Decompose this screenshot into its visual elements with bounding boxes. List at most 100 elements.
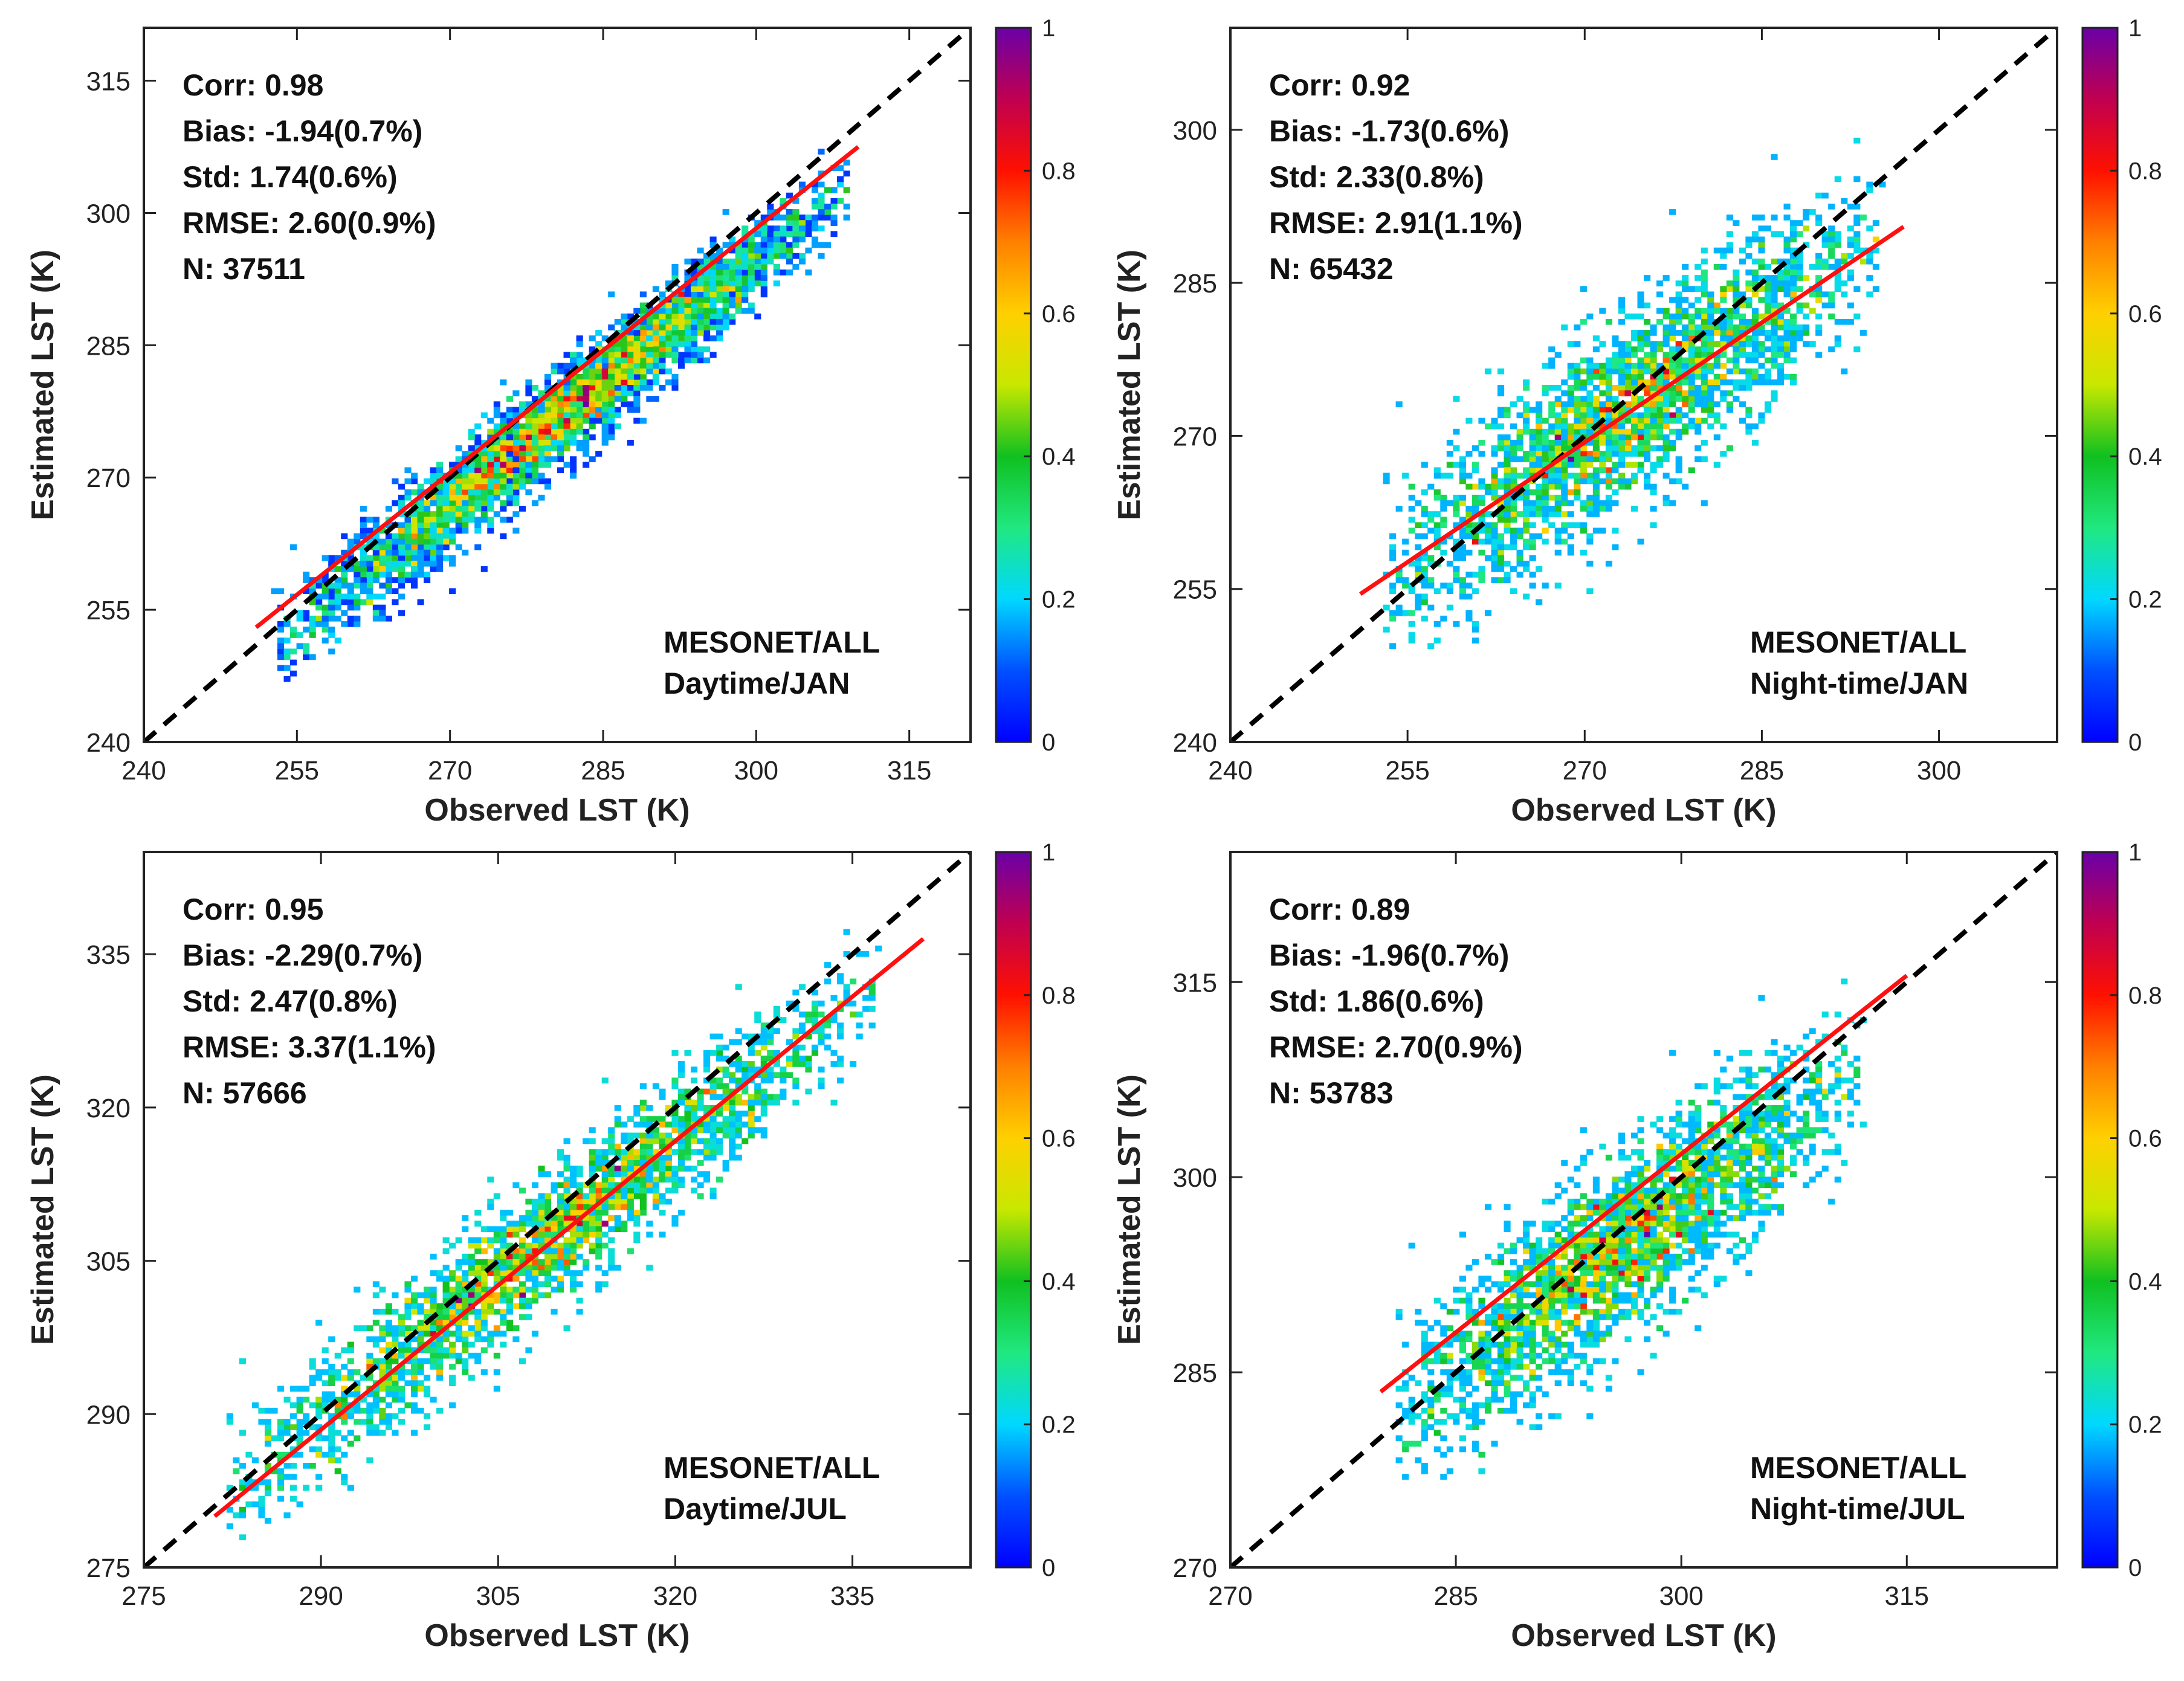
density-cell xyxy=(1695,286,1701,292)
density-cell xyxy=(1815,1077,1822,1083)
density-cell xyxy=(1644,418,1650,424)
density-cell xyxy=(678,1210,685,1216)
density-cell xyxy=(1465,1408,1472,1414)
density-cell xyxy=(265,1479,271,1485)
density-cell xyxy=(557,1281,564,1287)
density-cell xyxy=(1548,401,1555,407)
density-cell xyxy=(1542,1331,1549,1337)
density-cell xyxy=(1536,412,1542,418)
density-cell xyxy=(436,539,443,545)
density-cell xyxy=(239,1507,246,1513)
density-cell xyxy=(1714,374,1720,380)
density-cell xyxy=(1669,500,1676,506)
density-cell xyxy=(328,616,335,622)
density-cell xyxy=(1733,1243,1739,1249)
density-cell xyxy=(697,1160,704,1166)
density-cell xyxy=(506,396,513,402)
density-cell xyxy=(1669,324,1676,331)
density-cell xyxy=(328,1435,335,1441)
density-cell xyxy=(1822,303,1829,309)
density-cell xyxy=(735,1121,742,1128)
density-cell xyxy=(1758,341,1765,347)
density-cell xyxy=(1612,440,1618,446)
density-cell xyxy=(500,451,506,457)
density-cell xyxy=(741,275,748,281)
density-cell xyxy=(621,1171,627,1177)
density-cell xyxy=(436,1353,443,1359)
density-cell xyxy=(1459,456,1466,462)
density-cell xyxy=(602,379,609,386)
density-cell xyxy=(481,473,488,479)
density-cell xyxy=(315,1320,322,1326)
density-cell xyxy=(1637,429,1644,435)
density-cell xyxy=(1790,291,1797,297)
density-cell xyxy=(1389,588,1396,594)
x-tick-label: 275 xyxy=(121,1581,166,1611)
density-cell xyxy=(1771,303,1777,309)
density-cell xyxy=(481,1336,488,1342)
density-cell xyxy=(1790,374,1797,380)
density-cell xyxy=(456,484,462,490)
density-cell xyxy=(1771,154,1777,160)
density-cell xyxy=(532,1243,538,1249)
density-cell xyxy=(1599,1309,1606,1315)
density-cell xyxy=(577,1182,583,1188)
density-cell xyxy=(602,429,609,435)
density-cell xyxy=(436,561,443,567)
density-cell xyxy=(1701,1182,1708,1188)
density-cell xyxy=(691,303,697,309)
density-cell xyxy=(1828,242,1835,248)
density-cell xyxy=(347,1430,354,1436)
density-cell xyxy=(1784,335,1791,341)
density-cell xyxy=(379,1309,386,1315)
density-cell xyxy=(1472,539,1479,545)
density-cell xyxy=(487,1303,494,1309)
density-cell xyxy=(341,621,347,627)
density-cell xyxy=(1415,566,1421,572)
density-cell xyxy=(544,1171,551,1177)
density-cell xyxy=(716,297,723,303)
x-tick-label: 300 xyxy=(734,756,778,786)
density-cell xyxy=(716,1056,723,1062)
density-cell xyxy=(335,599,341,605)
density-cell xyxy=(1606,445,1612,451)
density-cell xyxy=(519,1221,526,1227)
density-cell xyxy=(1835,335,1841,341)
density-cell xyxy=(678,324,685,331)
density-cell xyxy=(799,220,806,226)
density-cell xyxy=(646,335,653,341)
density-cell xyxy=(1523,1226,1530,1232)
density-cell xyxy=(824,1034,831,1040)
density-cell xyxy=(1586,462,1593,468)
density-cell xyxy=(1669,390,1676,396)
density-cell xyxy=(818,225,824,231)
density-cell xyxy=(1650,385,1657,391)
density-cell xyxy=(684,1100,691,1106)
density-cell xyxy=(309,1364,316,1370)
density-cell xyxy=(417,506,424,512)
density-cell xyxy=(1383,479,1390,485)
density-cell xyxy=(1745,385,1752,391)
density-cell xyxy=(1714,1276,1720,1282)
density-cell xyxy=(812,215,818,221)
density-cell xyxy=(1815,253,1822,259)
density-cell xyxy=(671,1171,678,1177)
density-cell xyxy=(373,561,380,567)
density-cell xyxy=(671,269,678,276)
density-cell xyxy=(1637,369,1644,375)
density-cell xyxy=(577,390,583,396)
density-cell xyxy=(373,1424,380,1430)
density-cell xyxy=(1574,424,1580,430)
density-cell xyxy=(646,1182,653,1188)
density-cell xyxy=(474,528,481,534)
density-cell xyxy=(347,1358,354,1364)
density-cell xyxy=(1745,341,1752,347)
density-cell xyxy=(1389,610,1396,616)
density-cell xyxy=(570,1248,577,1254)
density-cell xyxy=(290,671,297,677)
density-cell xyxy=(1676,385,1682,391)
density-cell xyxy=(1815,220,1822,226)
density-cell xyxy=(1733,385,1739,391)
density-cell xyxy=(792,237,799,243)
density-cell xyxy=(328,1430,335,1436)
